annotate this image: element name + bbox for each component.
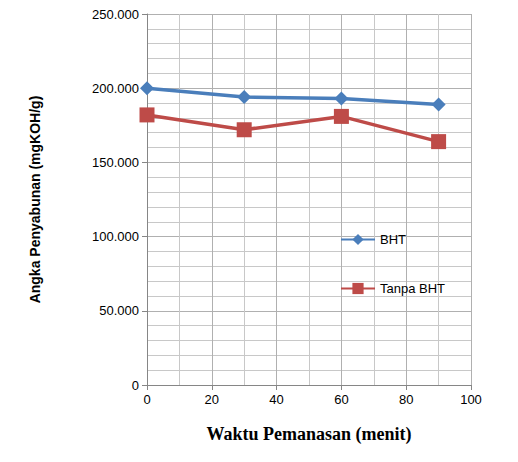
svg-text:200.000: 200.000 (92, 81, 139, 96)
svg-text:Waktu Pemanasan (menit): Waktu Pemanasan (menit) (206, 424, 411, 445)
svg-text:150.000: 150.000 (92, 155, 139, 170)
svg-text:20: 20 (205, 392, 219, 407)
svg-text:100: 100 (460, 392, 482, 407)
svg-text:Tanpa BHT: Tanpa BHT (380, 281, 445, 296)
svg-text:BHT: BHT (380, 232, 406, 247)
svg-text:0: 0 (143, 392, 150, 407)
svg-text:100.000: 100.000 (92, 229, 139, 244)
svg-text:250.000: 250.000 (92, 7, 139, 22)
svg-text:60: 60 (334, 392, 348, 407)
svg-text:Angka Penyabunan (mgKOH/g): Angka Penyabunan (mgKOH/g) (27, 96, 43, 304)
svg-text:40: 40 (269, 392, 283, 407)
svg-text:50.000: 50.000 (99, 303, 139, 318)
svg-text:80: 80 (399, 392, 413, 407)
svg-text:0: 0 (132, 378, 139, 393)
